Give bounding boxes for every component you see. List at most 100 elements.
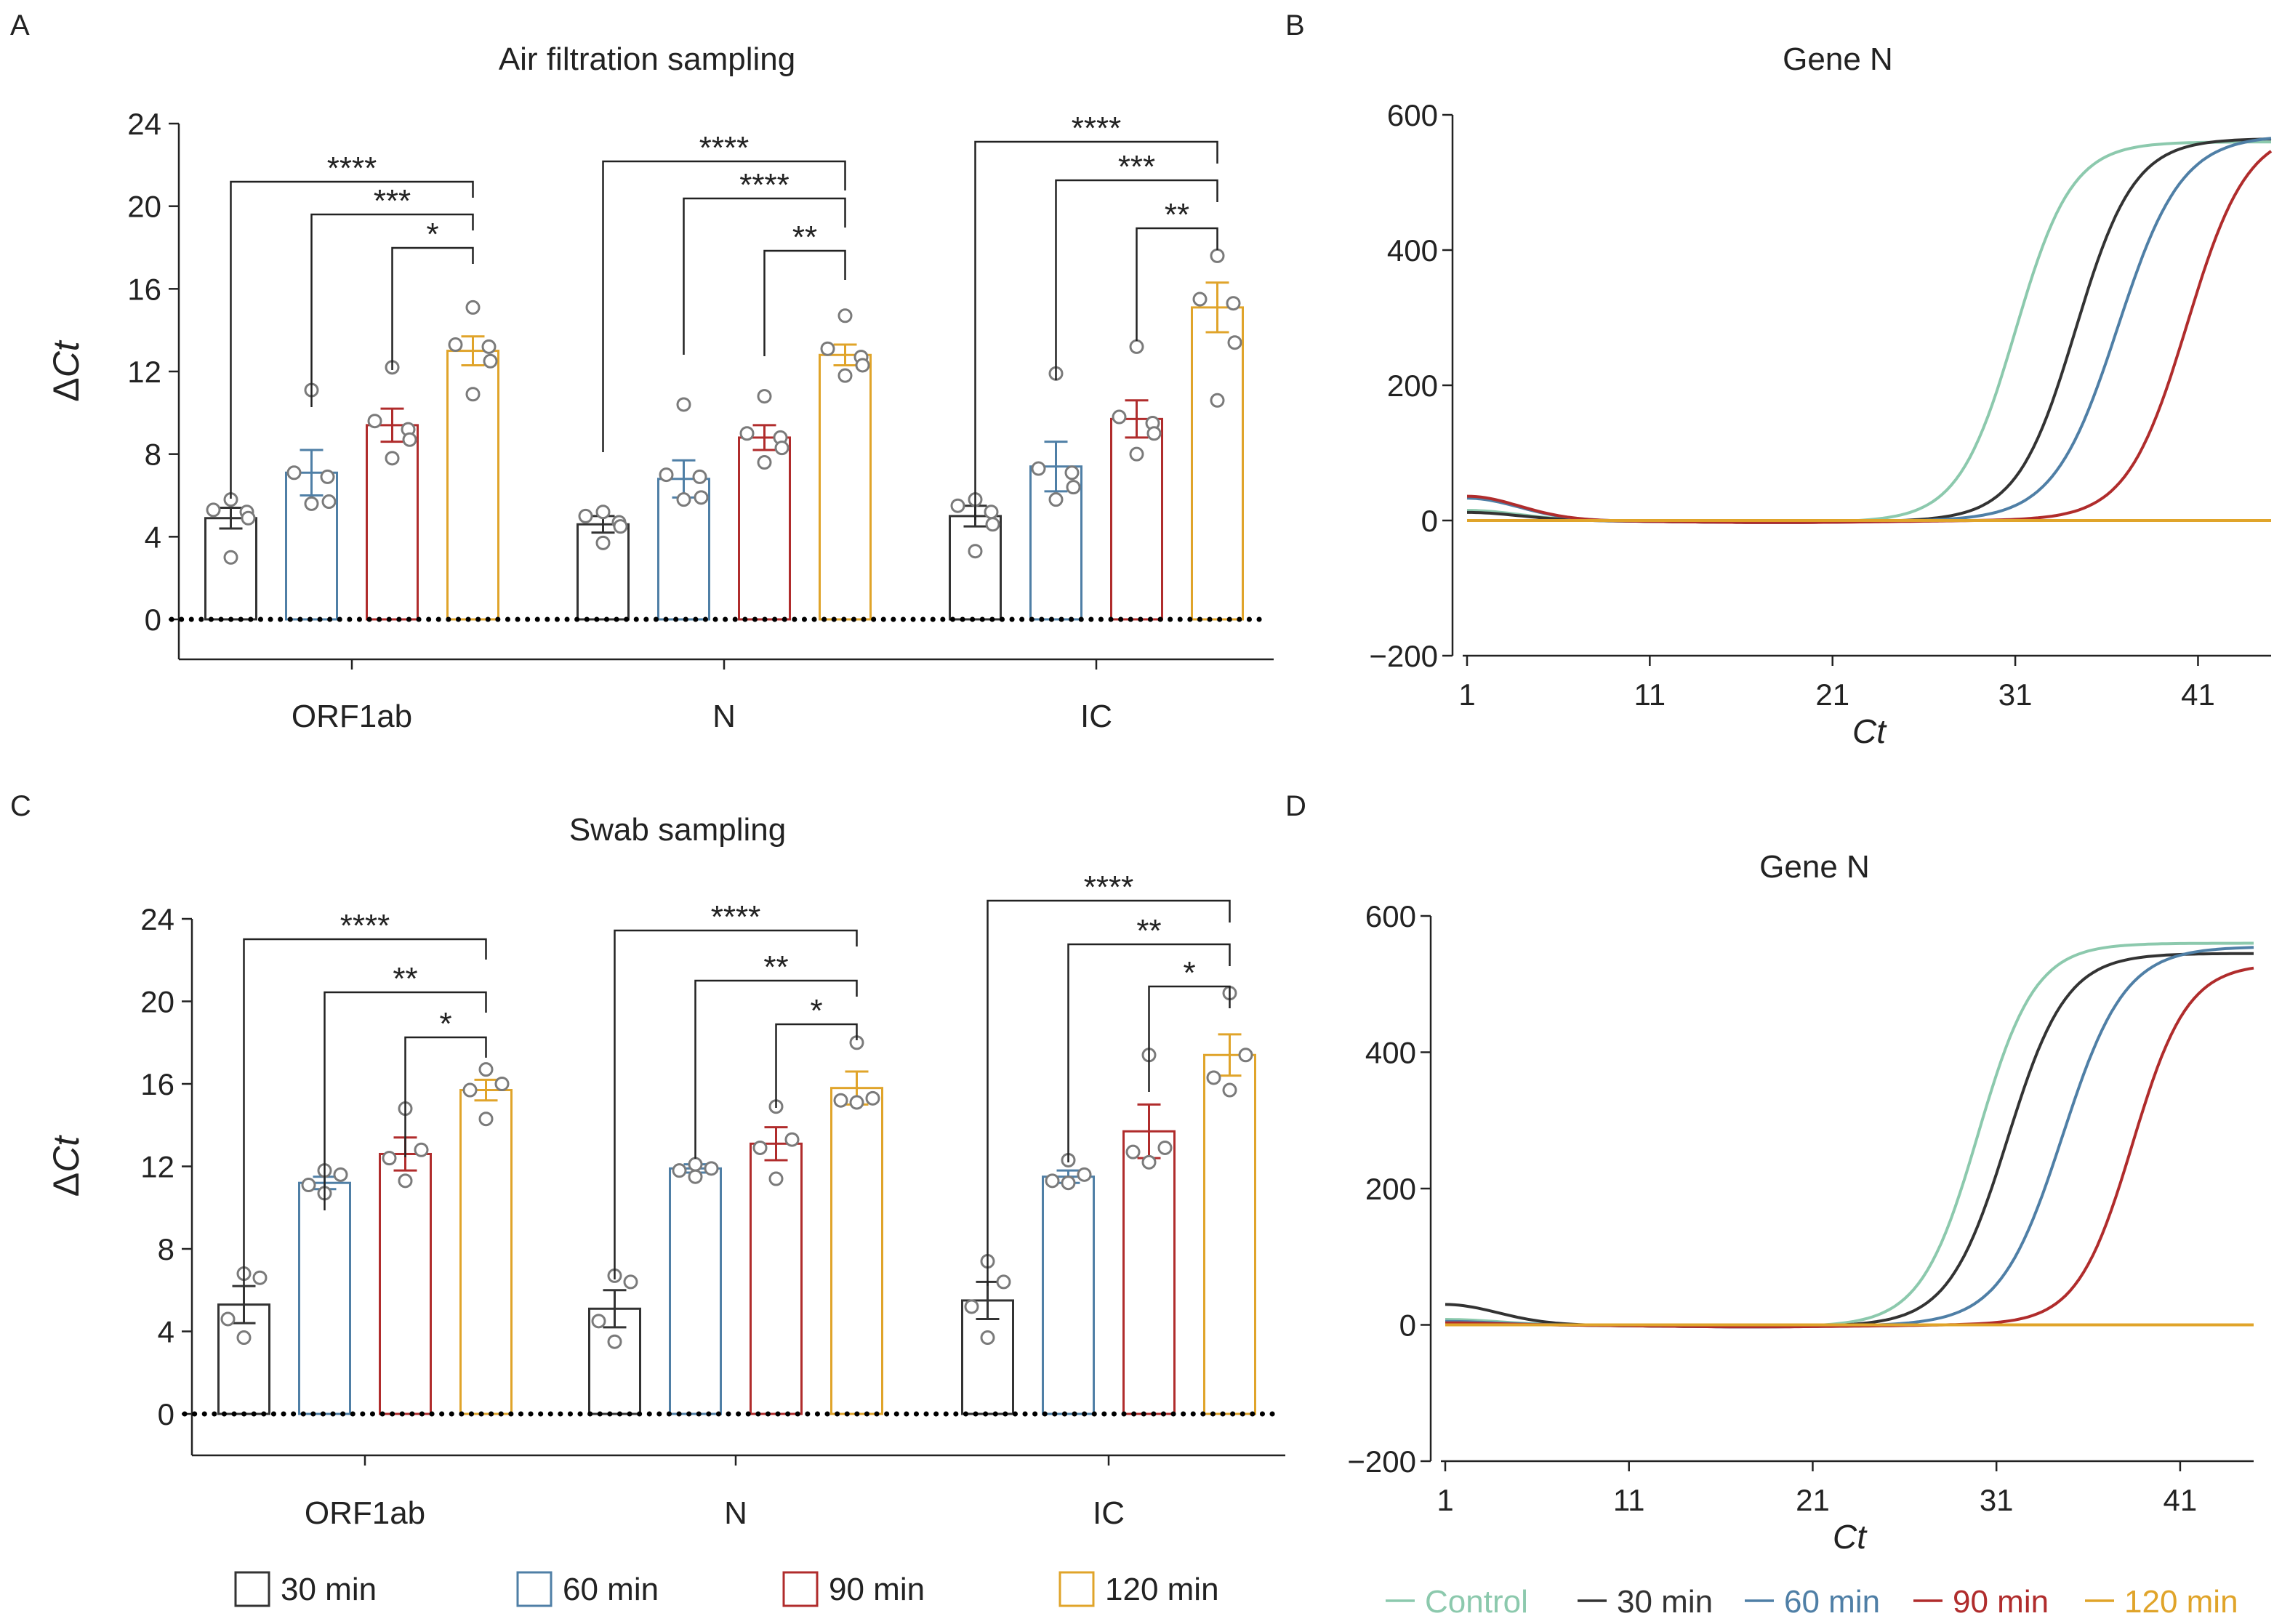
data-point <box>688 1169 703 1184</box>
x-tick-label: N <box>724 1495 747 1531</box>
data-point <box>607 1334 622 1349</box>
significance-bracket <box>230 180 474 499</box>
significance-label: ** <box>763 949 788 985</box>
data-point <box>757 455 772 470</box>
data-point <box>252 1270 268 1285</box>
significance-bracket <box>404 1036 487 1157</box>
significance-bracket <box>763 249 846 356</box>
legend-label: 120 min <box>2124 1584 2238 1620</box>
y-tick-label: 0 <box>145 603 161 637</box>
data-point <box>1227 335 1242 350</box>
y-tick-label: 20 <box>140 985 174 1019</box>
x-axis-label: Ct <box>1833 1518 1868 1556</box>
significance-bracket <box>391 246 474 370</box>
data-point <box>1031 461 1046 476</box>
legend-swatch <box>782 1571 819 1607</box>
significance-label: ** <box>792 220 817 255</box>
data-point <box>478 1062 494 1077</box>
data-point <box>1157 1140 1173 1155</box>
legend-label: 30 min <box>281 1572 377 1607</box>
legend-label: 90 min <box>1953 1584 2049 1620</box>
data-point <box>414 1142 429 1157</box>
y-tick-label: 400 <box>1387 233 1438 268</box>
significance-label: ** <box>1165 197 1189 233</box>
panel-a: A Air filtration sampling 0 4 8 12 16 20 24 ΔCt… <box>10 9 1274 734</box>
significance-label: *** <box>374 183 411 219</box>
data-point <box>688 1157 703 1172</box>
y-tick-label: 8 <box>158 1232 174 1266</box>
data-point <box>950 498 965 513</box>
data-point <box>1146 426 1162 441</box>
data-point <box>704 1161 719 1176</box>
data-point <box>613 519 628 534</box>
data-point <box>964 1299 979 1314</box>
data-point <box>481 339 497 354</box>
x-tick-label: N <box>712 699 736 734</box>
data-point <box>595 505 611 520</box>
y-tick-label: 0 <box>1399 1309 1416 1343</box>
data-point <box>659 467 674 483</box>
series-line <box>1467 140 2271 524</box>
significance-bracket <box>683 197 846 355</box>
data-point <box>774 441 790 456</box>
bar <box>1122 1130 1176 1415</box>
y-tick-label: 16 <box>127 272 161 306</box>
data-point <box>980 1330 995 1346</box>
data-point <box>968 544 983 559</box>
significance-bracket <box>1067 943 1231 1162</box>
data-point <box>692 469 707 484</box>
y-tick-label: 24 <box>127 107 161 141</box>
data-point <box>672 1163 687 1178</box>
x-tick-label: 11 <box>1634 678 1666 712</box>
y-tick-label: 4 <box>158 1315 174 1349</box>
y-tick-label: 20 <box>127 190 161 224</box>
data-point <box>483 353 498 369</box>
data-point <box>236 1330 252 1346</box>
significance-label: *** <box>1118 149 1155 185</box>
data-point <box>676 397 691 412</box>
data-point <box>320 469 335 484</box>
significance-bracket <box>1136 227 1218 341</box>
legend-label: Control <box>1425 1584 1528 1620</box>
data-point <box>465 300 481 315</box>
bar <box>204 517 257 621</box>
data-point <box>784 1132 800 1147</box>
data-point <box>223 550 238 565</box>
bar <box>379 1152 432 1415</box>
y-tick-label: 600 <box>1387 98 1438 132</box>
y-tick-label: 600 <box>1365 899 1416 933</box>
data-point <box>398 1173 413 1189</box>
y-tick-label: −200 <box>1347 1444 1416 1479</box>
data-point <box>1125 1144 1141 1159</box>
data-point <box>220 1311 236 1327</box>
bar <box>1042 1175 1095 1415</box>
data-point <box>1077 1167 1092 1182</box>
data-point <box>1226 296 1241 311</box>
data-point <box>837 368 853 383</box>
x-tick-label: 41 <box>2181 678 2215 712</box>
y-tick-label: 4 <box>145 520 161 554</box>
series-line <box>1466 150 2273 524</box>
data-point <box>984 505 999 520</box>
data-point <box>321 494 337 510</box>
significance-bracket <box>602 160 846 452</box>
bar <box>1191 306 1244 621</box>
legend-swatch <box>516 1571 553 1607</box>
x-tick-label: ORF1ab <box>305 1495 425 1531</box>
significance-label: ** <box>1136 913 1161 949</box>
significance-label: **** <box>327 150 377 186</box>
data-point <box>1141 1154 1157 1170</box>
data-point <box>1129 446 1144 462</box>
significance-label: * <box>1183 955 1195 991</box>
y-axis-label: ΔCt <box>46 339 87 402</box>
line-legend: Control 30 min 60 min 90 min 120 min <box>1386 1584 2238 1620</box>
panel-c: C Swab sampling 0 4 8 12 16 20 24 ΔCt ORF1ab N IC *… <box>10 790 1285 1531</box>
data-point <box>855 358 870 373</box>
data-point <box>1064 465 1080 481</box>
data-point <box>465 387 481 402</box>
data-point <box>768 1171 784 1186</box>
y-tick-label: 200 <box>1387 369 1438 403</box>
series-line <box>1445 946 2254 1329</box>
data-point <box>494 1077 510 1091</box>
x-tick-label: 41 <box>2164 1483 2198 1517</box>
